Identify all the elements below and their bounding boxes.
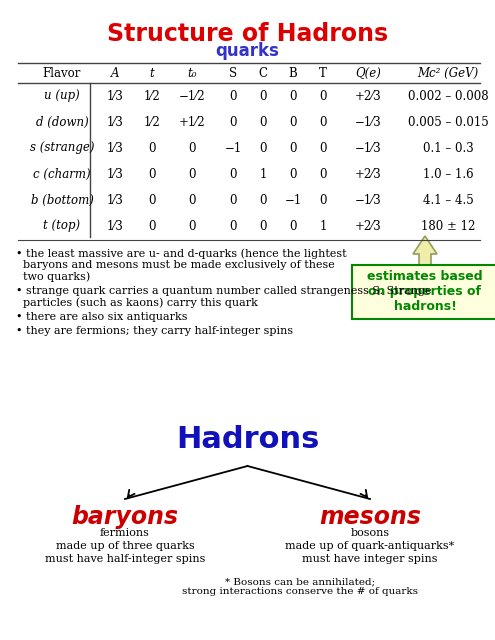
Text: made up of quark-antiquarks*: made up of quark-antiquarks* — [286, 541, 454, 551]
Text: 0: 0 — [319, 115, 327, 129]
Text: baryons: baryons — [71, 505, 179, 529]
Text: t₀: t₀ — [187, 67, 197, 80]
Text: s (strange): s (strange) — [30, 141, 94, 154]
Text: −1: −1 — [284, 193, 301, 207]
Text: A: A — [111, 67, 119, 80]
Text: * Bosons can be annihilated;
strong interactions conserve the # of quarks: * Bosons can be annihilated; strong inte… — [182, 577, 418, 596]
Text: 180 ± 12: 180 ± 12 — [421, 220, 475, 232]
Text: −1⁄3: −1⁄3 — [354, 115, 381, 129]
Text: 0: 0 — [319, 168, 327, 180]
Text: −1⁄3: −1⁄3 — [354, 193, 381, 207]
Text: c (charm): c (charm) — [33, 168, 91, 180]
Text: −1⁄2: −1⁄2 — [179, 90, 205, 102]
Text: +2⁄3: +2⁄3 — [354, 168, 381, 180]
Text: 0: 0 — [188, 193, 196, 207]
Text: mesons: mesons — [319, 505, 421, 529]
Text: • they are fermions; they carry half-integer spins: • they are fermions; they carry half-int… — [16, 326, 293, 336]
Text: C: C — [258, 67, 267, 80]
Text: 0: 0 — [289, 141, 297, 154]
Text: 0: 0 — [229, 220, 237, 232]
Text: Mc² (GeV): Mc² (GeV) — [417, 67, 479, 80]
Text: 0: 0 — [229, 90, 237, 102]
Text: 0: 0 — [188, 168, 196, 180]
Text: u (up): u (up) — [44, 90, 80, 102]
Text: 0.1 – 0.3: 0.1 – 0.3 — [423, 141, 473, 154]
Text: 1⁄2: 1⁄2 — [144, 90, 160, 102]
Text: 1⁄3: 1⁄3 — [106, 141, 123, 154]
Text: 0: 0 — [289, 115, 297, 129]
Text: • strange quark carries a quantum number called strangeness S. Strange
  particl: • strange quark carries a quantum number… — [16, 285, 432, 308]
Text: t (top): t (top) — [44, 220, 81, 232]
Text: 0: 0 — [229, 115, 237, 129]
Text: T: T — [319, 67, 327, 80]
Text: 0: 0 — [229, 193, 237, 207]
Text: 0: 0 — [259, 220, 267, 232]
Text: 0: 0 — [148, 168, 156, 180]
Text: must have integer spins: must have integer spins — [302, 554, 438, 564]
Text: 1⁄2: 1⁄2 — [144, 115, 160, 129]
Text: 1⁄3: 1⁄3 — [106, 168, 123, 180]
Text: 0: 0 — [259, 193, 267, 207]
Text: 0: 0 — [319, 141, 327, 154]
Text: 1⁄3: 1⁄3 — [106, 90, 123, 102]
Text: 0.005 – 0.015: 0.005 – 0.015 — [407, 115, 489, 129]
Text: 0: 0 — [289, 168, 297, 180]
Text: 1: 1 — [259, 168, 267, 180]
Text: 0: 0 — [188, 220, 196, 232]
Text: estimates based
on properties of
hadrons!: estimates based on properties of hadrons… — [367, 271, 483, 314]
Text: 0: 0 — [289, 220, 297, 232]
Text: d (down): d (down) — [36, 115, 89, 129]
Text: 0: 0 — [229, 168, 237, 180]
Text: • the least massive are u- and d-quarks (hence the lightest
  baryons and mesons: • the least massive are u- and d-quarks … — [16, 248, 346, 282]
Text: • there are also six antiquarks: • there are also six antiquarks — [16, 312, 188, 321]
Text: 0.002 – 0.008: 0.002 – 0.008 — [408, 90, 488, 102]
Text: 0: 0 — [289, 90, 297, 102]
Text: −1⁄3: −1⁄3 — [354, 141, 381, 154]
Text: 0: 0 — [259, 141, 267, 154]
Text: −1: −1 — [224, 141, 242, 154]
Text: must have half-integer spins: must have half-integer spins — [45, 554, 205, 564]
Text: +1⁄2: +1⁄2 — [179, 115, 205, 129]
Text: Structure of Hadrons: Structure of Hadrons — [107, 22, 388, 46]
Text: 1⁄3: 1⁄3 — [106, 115, 123, 129]
Text: 0: 0 — [148, 141, 156, 154]
Text: 1⁄3: 1⁄3 — [106, 193, 123, 207]
Text: Hadrons: Hadrons — [176, 426, 319, 454]
Text: b (bottom): b (bottom) — [31, 193, 94, 207]
Text: made up of three quarks: made up of three quarks — [55, 541, 195, 551]
Text: fermions: fermions — [100, 528, 150, 538]
Text: 1.0 – 1.6: 1.0 – 1.6 — [423, 168, 473, 180]
Polygon shape — [413, 236, 437, 266]
Text: 0: 0 — [319, 193, 327, 207]
Text: Flavor: Flavor — [43, 67, 81, 80]
Text: t: t — [149, 67, 154, 80]
Text: 1: 1 — [319, 220, 327, 232]
Text: +2⁄3: +2⁄3 — [354, 90, 381, 102]
Text: 0: 0 — [319, 90, 327, 102]
Text: 0: 0 — [259, 115, 267, 129]
Text: 0: 0 — [148, 193, 156, 207]
Text: 0: 0 — [188, 141, 196, 154]
Text: Q(e): Q(e) — [355, 67, 381, 80]
Text: B: B — [289, 67, 297, 80]
Text: bosons: bosons — [350, 528, 390, 538]
Text: S: S — [229, 67, 237, 80]
Text: 4.1 – 4.5: 4.1 – 4.5 — [423, 193, 473, 207]
Text: 0: 0 — [148, 220, 156, 232]
Text: +2⁄3: +2⁄3 — [354, 220, 381, 232]
Text: 0: 0 — [259, 90, 267, 102]
FancyBboxPatch shape — [351, 265, 495, 319]
Text: quarks: quarks — [215, 42, 280, 60]
Text: 1⁄3: 1⁄3 — [106, 220, 123, 232]
